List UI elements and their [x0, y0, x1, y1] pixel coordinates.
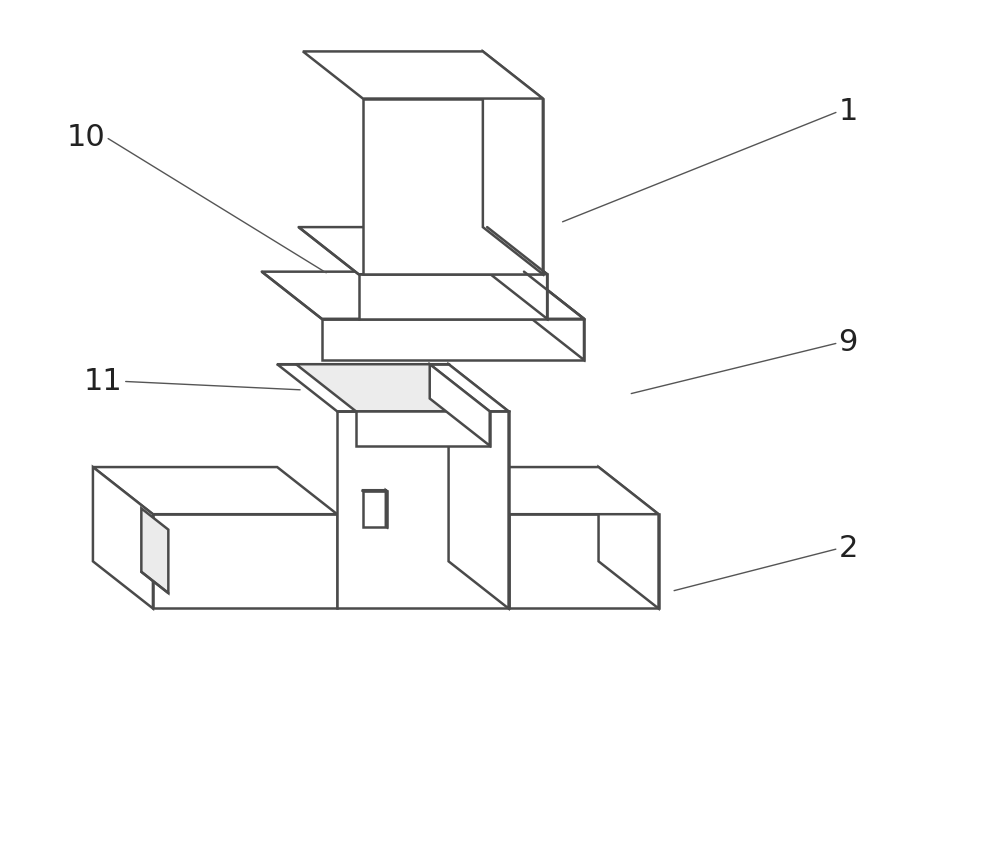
Text: 2: 2: [839, 534, 858, 563]
Polygon shape: [386, 490, 387, 527]
Polygon shape: [509, 514, 659, 608]
Polygon shape: [449, 364, 509, 608]
Polygon shape: [296, 364, 490, 411]
Polygon shape: [93, 467, 337, 514]
Polygon shape: [449, 467, 659, 514]
Polygon shape: [599, 467, 659, 608]
Polygon shape: [93, 467, 153, 608]
Polygon shape: [524, 272, 584, 360]
Polygon shape: [363, 491, 387, 527]
Text: 11: 11: [84, 367, 123, 396]
Text: 1: 1: [839, 97, 858, 126]
Polygon shape: [153, 514, 337, 608]
Polygon shape: [299, 227, 547, 274]
Polygon shape: [277, 364, 509, 411]
Polygon shape: [262, 272, 584, 319]
Text: 9: 9: [839, 328, 858, 357]
Polygon shape: [430, 364, 490, 446]
Polygon shape: [356, 411, 490, 446]
Polygon shape: [483, 51, 543, 274]
Text: 10: 10: [67, 123, 106, 152]
Polygon shape: [337, 411, 509, 608]
Polygon shape: [487, 227, 547, 319]
Polygon shape: [359, 274, 547, 319]
Polygon shape: [363, 99, 543, 274]
Polygon shape: [303, 51, 543, 99]
Polygon shape: [141, 508, 168, 593]
Polygon shape: [322, 319, 584, 360]
